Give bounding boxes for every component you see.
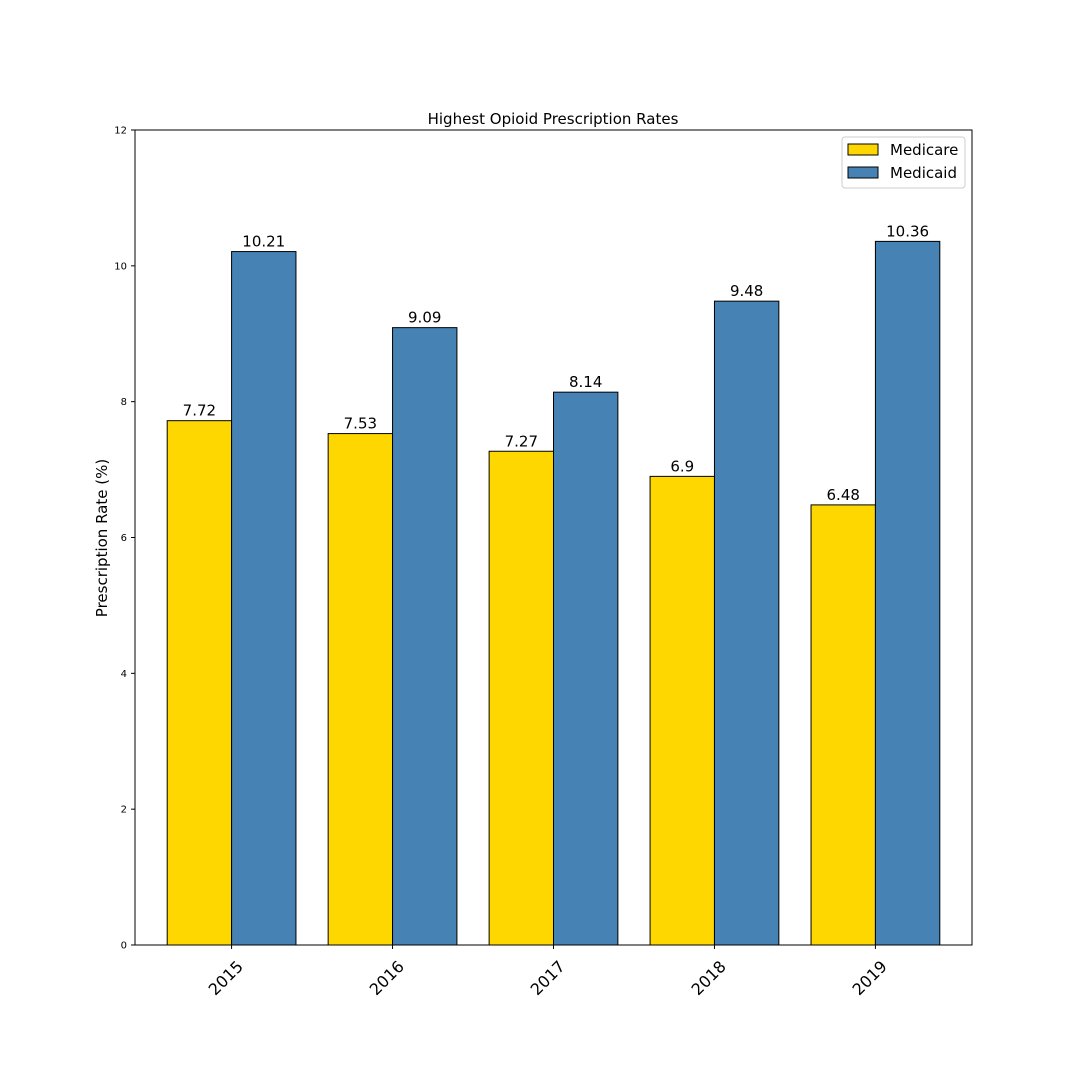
chart-title: Highest Opioid Prescription Rates <box>428 110 679 128</box>
bar-medicaid-2017 <box>553 391 619 946</box>
legend-label-medicaid: Medicaid <box>890 164 957 182</box>
data-label-medicaid-2018: 9.48 <box>730 282 763 300</box>
bar-medicare-2015 <box>166 420 233 946</box>
bars-layer <box>166 240 941 946</box>
bar-medicaid-2015 <box>231 251 297 946</box>
data-label-medicare-2015: 7.72 <box>183 402 216 420</box>
x-tick-label-2016: 2016 <box>366 957 408 999</box>
data-label-medicaid-2015: 10.21 <box>242 233 285 251</box>
bar-medicaid-2016 <box>392 327 458 946</box>
data-label-medicare-2019: 6.48 <box>827 486 860 504</box>
bar-medicaid-2018 <box>713 300 780 946</box>
bar-medicaid-2019 <box>874 240 941 946</box>
bar-medicare-2019 <box>810 504 876 946</box>
y-tick-label: 0 <box>121 941 127 952</box>
y-tick-label: 10 <box>114 261 127 272</box>
y-tick-label: 4 <box>121 669 127 680</box>
x-tick-label-2018: 2018 <box>688 957 730 999</box>
legend-swatch-medicaid <box>847 166 879 179</box>
data-label-medicare-2018: 6.9 <box>670 457 694 475</box>
data-label-medicaid-2016: 9.09 <box>408 309 441 327</box>
y-axis-label: Prescription Rate (%) <box>93 459 111 617</box>
y-tick-label: 6 <box>121 533 127 544</box>
data-label-medicare-2017: 7.27 <box>505 432 538 450</box>
bar-medicare-2017 <box>488 450 554 946</box>
bar-medicare-2016 <box>327 433 394 946</box>
data-labels-layer: 7.72 7.53 7.27 6.9 6.48 10.21 9.09 8.14 9.48 10.3… <box>183 222 929 504</box>
y-tick-label: 2 <box>121 805 127 816</box>
data-label-medicaid-2017: 8.14 <box>569 373 602 391</box>
x-tick-label-2015: 2015 <box>205 957 247 999</box>
data-label-medicare-2016: 7.53 <box>344 415 377 433</box>
data-label-medicaid-2019: 10.36 <box>886 222 929 240</box>
legend: Medicare Medicaid <box>841 136 966 189</box>
x-tick-label-2019: 2019 <box>849 957 891 999</box>
legend-label-medicare: Medicare <box>890 141 958 159</box>
y-tick-label: 12 <box>114 126 127 137</box>
bar-medicare-2018 <box>649 475 715 946</box>
x-tick-label-2017: 2017 <box>527 957 569 999</box>
y-tick-label: 8 <box>121 397 127 408</box>
legend-swatch-medicare <box>847 143 879 156</box>
